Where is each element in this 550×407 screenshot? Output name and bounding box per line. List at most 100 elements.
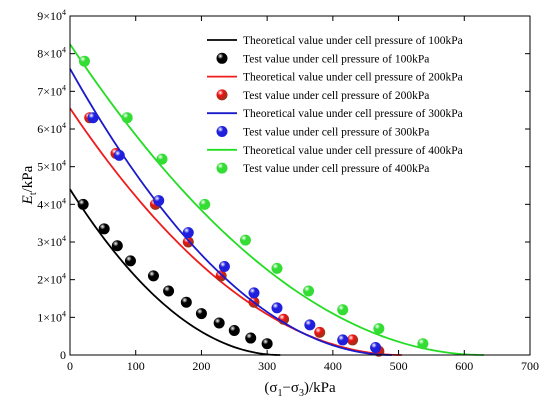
data-point: [163, 285, 175, 297]
data-point: [182, 227, 194, 239]
ticks-layer: 0 100 200 300 400 500 600 70001×1042×1043×1044×…: [37, 8, 539, 373]
y-tick-label: 0: [60, 348, 66, 362]
x-axis-title-part: )/kPa: [304, 380, 336, 396]
y-tick-label: 3×104: [37, 234, 66, 249]
data-point: [77, 198, 89, 210]
y-tick-label: 5×104: [37, 159, 66, 174]
y-axis-title-part: E: [20, 195, 36, 205]
y-axis-title: Et/kPa: [20, 165, 39, 205]
y-tick-mantissa: 3×10: [37, 235, 62, 249]
x-tick-label: 200: [192, 359, 210, 373]
legend-entry-label: Theoretical value under cell pressure of…: [243, 145, 463, 157]
data-point: [239, 234, 251, 246]
x-axis-title-part: 1: [277, 388, 282, 399]
legend-entry-label: Theoretical value under cell pressure of…: [243, 72, 463, 84]
data-point: [218, 260, 230, 272]
data-point: [373, 323, 385, 335]
legend: Theoretical value under cell pressure of…: [207, 35, 463, 175]
y-tick-exponent: 4: [62, 196, 66, 205]
data-point: [228, 325, 240, 337]
x-tick-label: 700: [521, 359, 539, 373]
y-axis-title-part: /kPa: [20, 165, 36, 192]
x-tick-label: 0: [67, 359, 73, 373]
y-tick-label: 6×104: [37, 121, 66, 136]
y-tick-label: 9×104: [37, 8, 66, 23]
data-point: [271, 302, 283, 314]
data-point: [278, 313, 290, 325]
y-tick-exponent: 4: [62, 121, 66, 130]
legend-entry-label: Theoretical value under cell pressure of…: [243, 35, 463, 47]
data-point: [370, 341, 382, 353]
x-axis-title-part: 3: [299, 388, 304, 399]
y-tick-mantissa: 4×10: [37, 197, 62, 211]
y-tick-exponent: 4: [62, 309, 66, 318]
legend-entry-label: Test value under cell pressure of 300kPa: [243, 127, 429, 139]
data-point: [261, 338, 273, 350]
data-point: [87, 112, 99, 124]
y-tick-exponent: 4: [62, 272, 66, 281]
legend-marker-swatch: [216, 89, 228, 101]
y-tick-exponent: 4: [62, 8, 66, 17]
data-point: [147, 270, 159, 282]
x-axis-title: (σ1−σ3)/kPa: [264, 380, 336, 399]
x-tick-label: 400: [324, 359, 342, 373]
x-axis-title-part: −σ: [282, 380, 299, 396]
data-point: [111, 240, 123, 252]
data-point: [248, 287, 260, 299]
x-axis-title-part: (σ: [264, 380, 277, 396]
data-point: [180, 296, 192, 308]
data-point: [153, 195, 165, 207]
y-tick-label: 4×104: [37, 196, 66, 211]
y-tick-mantissa: 0: [60, 348, 66, 362]
data-point: [271, 262, 283, 274]
y-tick-mantissa: 7×10: [37, 84, 62, 98]
x-tick-label: 300: [258, 359, 276, 373]
data-point: [314, 326, 326, 338]
data-point: [121, 112, 133, 124]
data-point: [195, 308, 207, 320]
data-point: [113, 149, 125, 161]
y-tick-mantissa: 2×10: [37, 273, 62, 287]
marks-layer: [69, 43, 485, 357]
data-point: [156, 153, 168, 165]
legend-marker-swatch: [216, 162, 228, 174]
data-point: [347, 334, 359, 346]
data-point: [303, 285, 315, 297]
legend-entry-label: Test value under cell pressure of 400kPa: [243, 163, 429, 175]
x-tick-label: 600: [455, 359, 473, 373]
plot-frame: [69, 15, 531, 356]
data-point: [245, 332, 257, 344]
data-point: [78, 55, 90, 67]
legend-marker-swatch: [216, 126, 228, 137]
y-tick-mantissa: 9×10: [37, 9, 62, 23]
data-point: [124, 255, 136, 267]
y-tick-exponent: 4: [62, 83, 66, 92]
series-line: [69, 107, 402, 356]
y-tick-mantissa: 6×10: [37, 122, 62, 136]
legend-marker-swatch: [216, 52, 228, 64]
x-tick-label: 500: [390, 359, 408, 373]
y-tick-exponent: 4: [62, 159, 66, 168]
series-line: [69, 188, 281, 356]
y-tick-mantissa: 8×10: [37, 47, 62, 61]
y-tick-label: 7×104: [37, 83, 66, 98]
y-axis-title-part: t: [28, 192, 39, 195]
data-point: [215, 270, 227, 282]
data-point: [417, 338, 429, 350]
legend-entry-label: Test value under cell pressure of 200kPa: [243, 90, 429, 102]
x-tick-label: 100: [127, 359, 145, 373]
data-point: [199, 198, 211, 210]
y-tick-mantissa: 1×10: [37, 310, 62, 324]
y-tick-exponent: 4: [62, 234, 66, 243]
data-point: [98, 223, 110, 235]
data-point: [337, 304, 349, 316]
y-tick-mantissa: 5×10: [37, 160, 62, 174]
legend-entry-label: Test value under cell pressure of 100kPa: [243, 53, 429, 65]
data-point: [213, 317, 225, 329]
y-tick-label: 8×104: [37, 46, 66, 61]
y-tick-label: 2×104: [37, 272, 66, 287]
y-tick-exponent: 4: [62, 46, 66, 55]
legend-entry-label: Theoretical value under cell pressure of…: [243, 108, 463, 120]
data-point: [337, 334, 349, 346]
